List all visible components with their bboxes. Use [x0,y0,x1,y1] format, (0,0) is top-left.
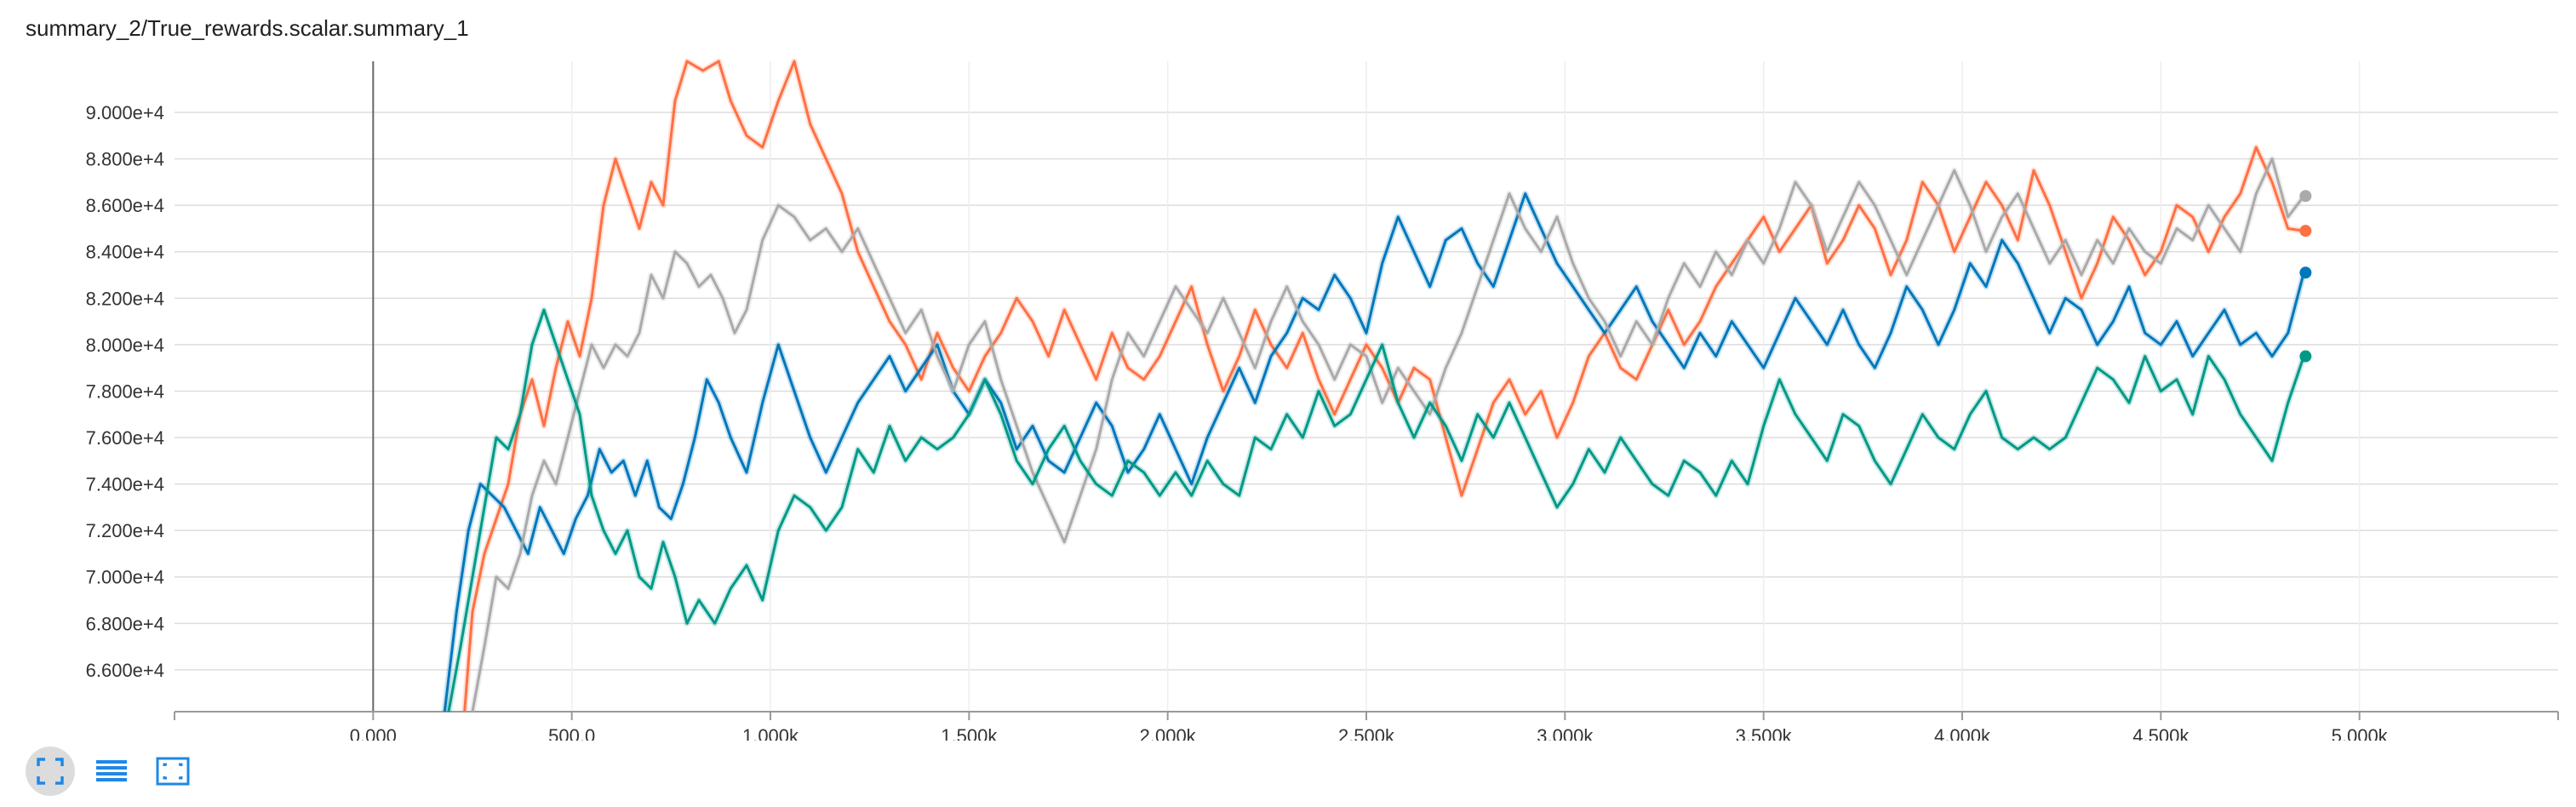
axes [174,711,2559,720]
toggle-log-scale-button[interactable] [87,747,136,796]
x-tick-label: 0.000 [350,725,397,741]
x-tick-label: 3.000k [1537,725,1594,741]
series-endpoint [2299,266,2312,279]
tick-labels: 6.600e+4 6.800e+4 7.000e+4 7.200e+4 7.400e+4… [86,102,2389,741]
x-tick-label: 2.000k [1140,725,1197,741]
series-line [447,308,2305,713]
expand-icon [37,758,64,785]
series-endpoint [2299,350,2312,363]
series-endpoint [2299,190,2312,203]
y-tick-label: 7.400e+4 [86,474,164,495]
y-tick-label: 7.600e+4 [86,427,164,449]
x-tick-label: 4.500k [2132,725,2190,741]
fit-domain-button[interactable] [148,747,197,796]
y-tick-label: 7.800e+4 [86,381,164,402]
x-tick-label: 4.000k [1934,725,1991,741]
series-raw-line [445,306,2307,713]
line-chart[interactable]: 6.600e+4 6.800e+4 7.000e+4 7.200e+4 7.400e+4… [0,0,2576,741]
x-tick-label: 1.000k [742,725,799,741]
series-1 [441,191,2312,713]
y-tick-label: 8.600e+4 [86,195,164,216]
fit-domain-icon [156,757,190,786]
y-tick-label: 8.400e+4 [86,242,164,263]
y-tick-label: 7.000e+4 [86,567,164,588]
expand-chart-button[interactable] [26,747,75,796]
x-tick-label: 500.0 [548,725,595,741]
series-raw-line [441,191,2307,713]
series-line [471,157,2305,713]
x-tick-label: 2.500k [1338,725,1395,741]
y-tick-label: 7.200e+4 [86,520,164,541]
series-2 [469,156,2312,713]
chart-title: summary_2/True_rewards.scalar.summary_1 [26,15,469,41]
y-tick-label: 9.000e+4 [86,102,164,123]
series-line [463,60,2304,713]
chart-toolbar [26,747,197,796]
x-tick-label: 5.000k [2332,725,2389,741]
y-tick-label: 6.600e+4 [86,660,164,681]
series-endpoint [2299,225,2312,238]
x-tick-label: 3.500k [1736,725,1793,741]
x-tick-label: 1.500k [941,725,998,741]
series-0 [461,58,2312,713]
y-tick-label: 8.800e+4 [86,149,164,170]
y-tick-label: 8.200e+4 [86,288,164,309]
y-tick-label: 8.000e+4 [86,335,164,356]
y-tick-label: 6.800e+4 [86,613,164,634]
list-icon [96,760,127,781]
series-layer [441,58,2312,713]
series-3 [445,306,2312,713]
series-line [443,192,2305,713]
